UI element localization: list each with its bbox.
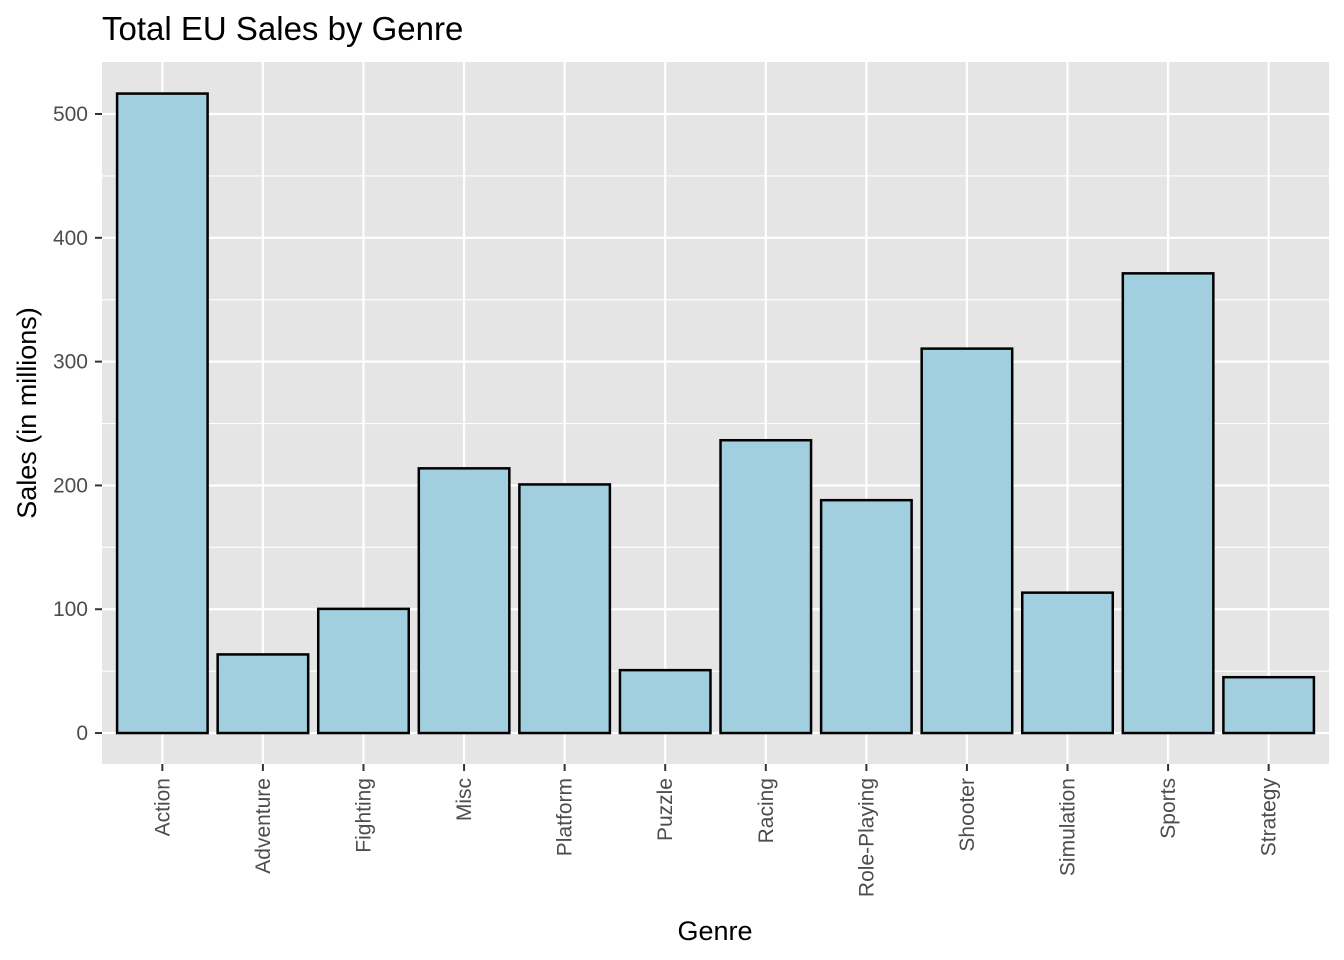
y-tick-label: 200	[53, 474, 88, 497]
x-axis: Action Adventure Fighting Misc Platform Puzzl…	[151, 764, 1281, 897]
bar-sports	[1121, 272, 1215, 735]
bar-strategy	[1222, 675, 1316, 735]
bar-misc	[417, 467, 511, 735]
bar-platform	[518, 483, 612, 735]
x-tick-label: Strategy	[1258, 778, 1281, 857]
y-tick-label: 400	[53, 227, 88, 250]
bar-action	[115, 92, 209, 735]
x-tick-label: Racing	[755, 778, 778, 843]
bar-puzzle	[618, 668, 712, 735]
chart-title: Total EU Sales by Genre	[102, 10, 463, 47]
bar-shooter	[920, 347, 1014, 735]
x-tick-label: Misc	[453, 778, 476, 821]
y-tick-label: 0	[76, 722, 88, 745]
x-tick-label: Platform	[554, 778, 577, 856]
x-axis-title: Genre	[677, 916, 752, 946]
bar-fighting	[316, 607, 411, 735]
x-tick-label: Action	[151, 778, 174, 836]
y-tick-label: 100	[53, 598, 88, 621]
x-tick-label: Role-Playing	[855, 778, 878, 897]
y-axis-title: Sales (in millions)	[12, 307, 42, 519]
y-tick-label: 300	[53, 351, 88, 374]
y-axis: 0 100 200 300 400 500	[53, 103, 102, 745]
y-tick-label: 500	[53, 103, 88, 126]
x-tick-label: Simulation	[1057, 778, 1080, 876]
bar-role-playing	[819, 498, 913, 735]
bar-racing	[719, 438, 813, 735]
bar-simulation	[1021, 591, 1115, 735]
x-tick-label: Puzzle	[654, 778, 677, 841]
bar-adventure	[216, 653, 310, 735]
x-tick-label: Fighting	[352, 778, 375, 853]
x-tick-label: Shooter	[956, 778, 979, 852]
x-tick-label: Adventure	[252, 778, 275, 874]
bars	[115, 92, 1316, 735]
x-tick-label: Sports	[1157, 778, 1180, 839]
